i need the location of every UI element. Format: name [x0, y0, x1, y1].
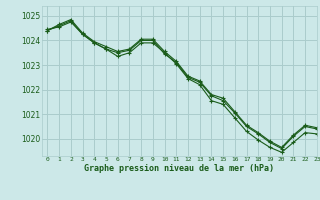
X-axis label: Graphe pression niveau de la mer (hPa): Graphe pression niveau de la mer (hPa): [84, 164, 274, 173]
